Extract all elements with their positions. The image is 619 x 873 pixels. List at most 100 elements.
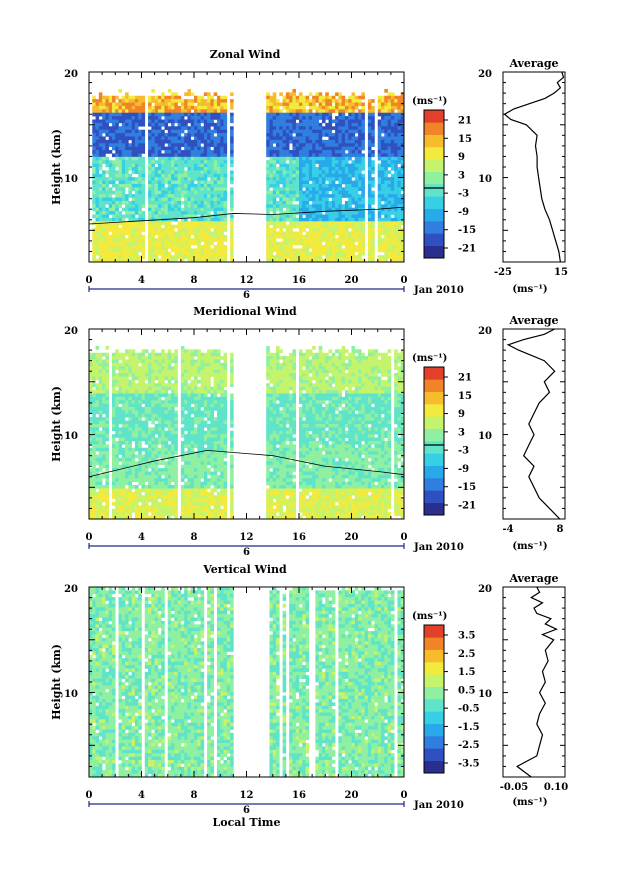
heatmap-cell	[384, 156, 388, 161]
heatmap-cell	[151, 474, 155, 479]
heatmap-cell	[318, 109, 323, 114]
heatmap-cell	[269, 160, 274, 164]
heatmap-cell	[361, 217, 365, 222]
heatmap-cell	[305, 231, 310, 236]
heatmap-cell	[115, 217, 119, 222]
heatmap-cell	[371, 194, 375, 198]
heatmap-cell	[331, 126, 336, 130]
heatmap-cell	[328, 150, 333, 154]
heatmap-cell	[125, 478, 129, 482]
heatmap-cell	[115, 122, 119, 127]
heatmap-cell	[302, 150, 306, 154]
heatmap-cell	[111, 167, 116, 171]
heatmap-cell	[131, 352, 136, 357]
heatmap-cell	[367, 143, 372, 147]
heatmap-cell	[157, 129, 162, 134]
heatmap-cell	[161, 390, 165, 394]
x-tick-label: 12	[240, 275, 254, 286]
heatmap-cell	[285, 217, 290, 222]
heatmap-cell	[115, 119, 119, 124]
heatmap-cell	[105, 163, 109, 168]
heatmap-cell	[128, 177, 132, 181]
heatmap-cell	[89, 362, 93, 367]
heatmap-cell	[102, 173, 106, 178]
heatmap-cell	[141, 512, 146, 516]
heatmap-cell	[148, 474, 152, 479]
heatmap-cell	[174, 177, 178, 181]
heatmap-cell	[180, 238, 185, 242]
heatmap-cell	[295, 224, 300, 229]
heatmap-cell	[134, 156, 139, 161]
heatmap-cell	[203, 163, 208, 168]
heatmap-cell	[230, 112, 234, 117]
heatmap-cell	[354, 163, 359, 168]
heatmap-cell	[98, 180, 103, 185]
heatmap-cell	[381, 245, 385, 249]
heatmap-cell	[266, 122, 270, 127]
heatmap-cell	[98, 207, 103, 212]
heatmap-cell	[400, 139, 405, 144]
heatmap-cell	[285, 156, 290, 161]
heatmap-cell	[302, 183, 306, 188]
heatmap-cell	[111, 207, 116, 212]
heatmap-cell	[115, 150, 119, 154]
heatmap-cell	[285, 197, 290, 202]
heatmap-cell	[223, 200, 228, 205]
heatmap-cell	[115, 478, 119, 482]
heatmap-cell	[213, 207, 218, 212]
heatmap-cell	[187, 228, 192, 232]
heatmap-cell	[344, 221, 349, 225]
heatmap-cell	[216, 241, 221, 246]
heatmap-cell	[125, 136, 129, 141]
heatmap-cell	[138, 95, 142, 100]
heatmap-cell	[348, 190, 352, 195]
heatmap-cell	[102, 197, 106, 202]
heatmap-cell	[121, 424, 126, 428]
heatmap-cell	[141, 136, 146, 141]
heatmap-cell	[105, 417, 109, 421]
heatmap-cell	[299, 251, 303, 256]
heatmap-cell	[134, 129, 139, 134]
heatmap-cell	[95, 410, 100, 415]
colorbar-tick-label: 9	[458, 152, 465, 163]
heatmap-cell	[154, 150, 159, 154]
heatmap-cell	[141, 498, 146, 503]
heatmap-cell	[102, 214, 106, 219]
heatmap-cell	[377, 224, 382, 229]
heatmap-cell	[108, 241, 113, 246]
heatmap-cell	[141, 255, 146, 259]
heatmap-cell	[266, 255, 270, 259]
heatmap-cell	[98, 451, 103, 455]
heatmap-cell	[210, 116, 214, 120]
heatmap-cell	[92, 427, 96, 432]
heatmap-cell	[92, 234, 96, 239]
heatmap-cell	[92, 451, 96, 455]
heatmap-cell	[358, 173, 362, 178]
heatmap-cell	[335, 105, 339, 110]
heatmap-cell	[141, 383, 146, 387]
heatmap-cell	[95, 129, 100, 134]
heatmap-cell	[282, 99, 287, 103]
heatmap-cell	[121, 234, 126, 239]
heatmap-cell	[394, 163, 398, 168]
heatmap-cell	[292, 177, 297, 181]
heatmap-cell	[312, 95, 316, 100]
heatmap-cell	[95, 515, 100, 520]
heatmap-cell	[220, 177, 224, 181]
heatmap-cell	[338, 170, 342, 175]
heatmap-cell	[305, 190, 310, 195]
heatmap-cell	[295, 190, 300, 195]
heatmap-cell	[203, 241, 208, 246]
heatmap-cell	[92, 156, 96, 161]
heatmap-cell	[118, 258, 123, 263]
heatmap-cell	[148, 410, 152, 415]
heatmap-cell	[98, 102, 103, 107]
heatmap-cell	[138, 194, 142, 198]
heatmap-cell	[305, 160, 310, 164]
heatmap-cell	[387, 122, 392, 127]
heatmap-cell	[377, 258, 382, 263]
heatmap-cell	[121, 491, 126, 496]
heatmap-cell	[305, 234, 310, 239]
heatmap-cell	[118, 190, 123, 195]
heatmap-cell	[371, 234, 375, 239]
